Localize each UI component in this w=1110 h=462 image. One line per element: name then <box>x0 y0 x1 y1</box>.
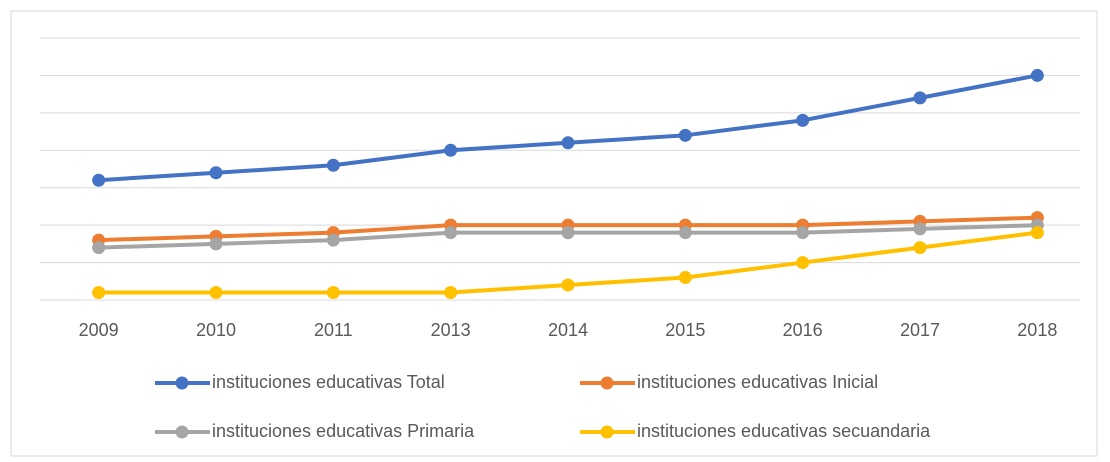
point <box>913 222 927 236</box>
x-tick-label: 2018 <box>1017 320 1057 340</box>
x-tick-label: 2013 <box>431 320 471 340</box>
point <box>209 286 223 300</box>
point <box>92 286 106 300</box>
legend-label: instituciones educativas secuandaria <box>637 421 931 441</box>
legend-marker <box>175 425 189 439</box>
point <box>92 173 106 187</box>
point <box>913 241 927 255</box>
point <box>561 136 575 150</box>
point <box>444 226 458 240</box>
point <box>326 233 340 247</box>
legend-marker <box>600 425 614 439</box>
point <box>1030 68 1044 82</box>
legend-label: instituciones educativas Total <box>212 372 445 392</box>
point <box>444 143 458 157</box>
point <box>796 226 810 240</box>
x-tick-label: 2010 <box>196 320 236 340</box>
point <box>209 237 223 251</box>
point <box>326 286 340 300</box>
x-tick-label: 2014 <box>548 320 588 340</box>
point <box>796 113 810 127</box>
legend-label: instituciones educativas Primaria <box>212 421 475 441</box>
legend-marker <box>600 376 614 390</box>
point <box>678 226 692 240</box>
point <box>678 128 692 142</box>
x-tick-label: 2015 <box>665 320 705 340</box>
x-tick-label: 2011 <box>314 320 353 340</box>
point <box>209 166 223 180</box>
legend-label: instituciones educativas Inicial <box>637 372 878 392</box>
x-tick-label: 2017 <box>900 320 940 340</box>
point <box>913 91 927 105</box>
point <box>561 278 575 292</box>
point <box>92 241 106 255</box>
point <box>1030 226 1044 240</box>
x-tick-label: 2009 <box>79 320 119 340</box>
point <box>796 256 810 270</box>
point <box>326 158 340 172</box>
x-tick-label: 2016 <box>783 320 823 340</box>
point <box>444 286 458 300</box>
point <box>561 226 575 240</box>
legend-marker <box>175 376 189 390</box>
point <box>678 271 692 285</box>
